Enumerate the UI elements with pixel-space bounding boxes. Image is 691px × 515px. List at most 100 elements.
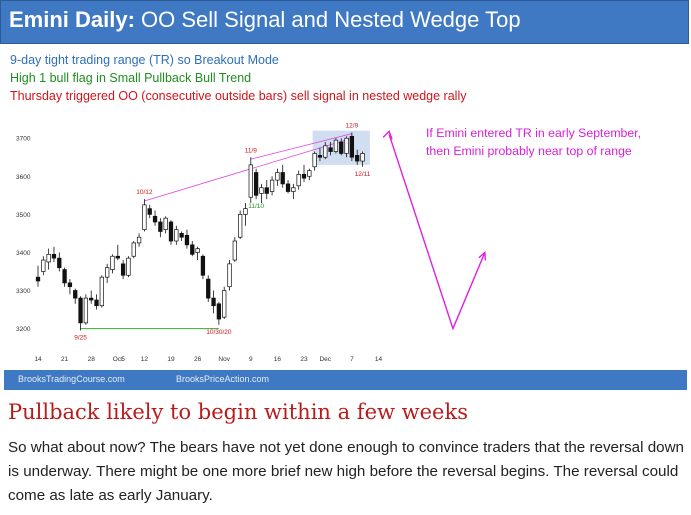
- candle-body: [89, 297, 94, 301]
- x-tick-label: 7: [350, 356, 354, 363]
- x-tick-label: 28: [88, 356, 96, 363]
- candle-body: [120, 263, 126, 276]
- candle-body: [232, 240, 237, 261]
- note-high1-bull-flag: High 1 bull flag in Small Pullback Bull …: [10, 71, 252, 85]
- candle-body: [253, 172, 259, 196]
- article-heading: Pullback likely to begin within a few we…: [8, 400, 468, 424]
- footer-bar: BrooksTradingCourse.com BrooksPriceActio…: [4, 370, 687, 390]
- note-oo-sell-signal: Thursday triggered OO (consecutive outsi…: [10, 89, 467, 103]
- chart-figure: Emini Daily: OO Sell Signal and Nested W…: [0, 0, 689, 390]
- y-tick-label: 3300: [16, 288, 31, 295]
- candle-body: [110, 255, 115, 270]
- candle-body: [152, 215, 158, 223]
- candle-body: [163, 217, 168, 230]
- candle-body: [269, 179, 275, 192]
- candle-body: [275, 172, 280, 181]
- candle-body: [179, 233, 184, 238]
- x-tick-label: 5: [121, 356, 125, 363]
- candle-body: [323, 145, 328, 158]
- candle-body: [46, 253, 51, 263]
- candle-body: [195, 248, 200, 253]
- wedge-trendline: [250, 133, 352, 160]
- candle-body: [216, 303, 222, 320]
- candle-body: [307, 170, 312, 177]
- candle-body: [317, 155, 323, 158]
- candle-body: [211, 297, 216, 307]
- forecast-arrowhead-start: [382, 130, 393, 140]
- candle-body: [142, 204, 147, 230]
- candle-body: [291, 187, 296, 192]
- candle-body: [280, 172, 285, 185]
- x-tick-label: Dec: [319, 356, 331, 363]
- candle-body: [168, 221, 174, 242]
- x-tick-label: 9: [249, 356, 253, 363]
- candle-body: [51, 253, 57, 259]
- candle-body: [131, 242, 136, 257]
- x-tick-label: 23: [300, 356, 308, 363]
- candle-body: [158, 221, 163, 232]
- date-annotation: 9/25: [74, 334, 87, 341]
- y-tick-label: 3600: [16, 174, 31, 181]
- candle-body: [344, 137, 349, 154]
- candle-body: [312, 153, 317, 168]
- forecast-note-line2: then Emini probably near top of range: [426, 144, 632, 158]
- date-annotation: 10/12: [136, 189, 153, 196]
- candle-body: [328, 147, 333, 152]
- candle-body: [206, 278, 211, 299]
- candle-body: [78, 297, 83, 324]
- y-tick-label: 3400: [16, 250, 31, 257]
- candle-body: [136, 236, 142, 244]
- candle-body: [99, 276, 104, 307]
- x-tick-label: 14: [375, 356, 383, 363]
- forecast-note-line1: If Emini entered TR in early September,: [426, 126, 641, 140]
- candle-body: [94, 299, 99, 307]
- candle-body: [62, 269, 67, 284]
- footer-right: BrooksPriceAction.com: [176, 374, 270, 384]
- date-annotation: 12/11: [355, 171, 371, 178]
- chart-title: Emini Daily: OO Sell Signal and Nested W…: [9, 7, 521, 32]
- wedge-trendline: [144, 137, 352, 202]
- date-annotation: 10/30/20: [206, 329, 232, 336]
- title-bar: Emini Daily: OO Sell Signal and Nested W…: [0, 0, 689, 44]
- candle-body: [333, 139, 339, 152]
- x-tick-label: 16: [274, 356, 282, 363]
- date-annotation: 12/9: [346, 123, 359, 130]
- candle-body: [227, 263, 232, 288]
- candle-body: [360, 153, 365, 162]
- candle-body: [115, 255, 120, 259]
- candle-body: [243, 208, 248, 215]
- candle-body: [264, 187, 269, 194]
- article-body: So what about now? The bears have not ye…: [8, 439, 685, 504]
- candle-body: [285, 183, 291, 192]
- x-tick-label: 21: [61, 356, 69, 363]
- candle-body: [339, 141, 344, 154]
- candle-body: [184, 234, 190, 246]
- date-annotation: 11/9: [245, 147, 258, 154]
- forecast-arrowhead-up: [478, 250, 487, 261]
- x-tick-label: 14: [34, 356, 42, 363]
- candle-body: [248, 164, 253, 198]
- x-tick-label: 26: [194, 356, 202, 363]
- candle-body: [73, 290, 78, 299]
- candle-body: [126, 257, 131, 276]
- candle-body: [35, 276, 41, 282]
- candle-body: [200, 255, 206, 276]
- footer-left: BrooksTradingCourse.com: [18, 374, 125, 384]
- candle-body: [296, 174, 301, 187]
- candle-body: [190, 244, 195, 255]
- candle-body: [67, 282, 73, 288]
- note-breakout-mode: 9-day tight trading range (TR) so Breako…: [10, 53, 279, 67]
- candle-body: [57, 257, 62, 269]
- candle-body: [259, 187, 264, 194]
- candle-body: [301, 174, 307, 179]
- candle-body: [105, 267, 110, 278]
- candle-body: [83, 297, 89, 324]
- candle-body: [174, 229, 179, 242]
- candle-body: [355, 155, 360, 162]
- x-tick-label: 19: [167, 356, 175, 363]
- x-tick-label: 12: [141, 356, 149, 363]
- x-tick-label: Nov: [218, 356, 230, 363]
- date-annotation: 11/10: [248, 203, 264, 210]
- candle-body: [238, 214, 243, 238]
